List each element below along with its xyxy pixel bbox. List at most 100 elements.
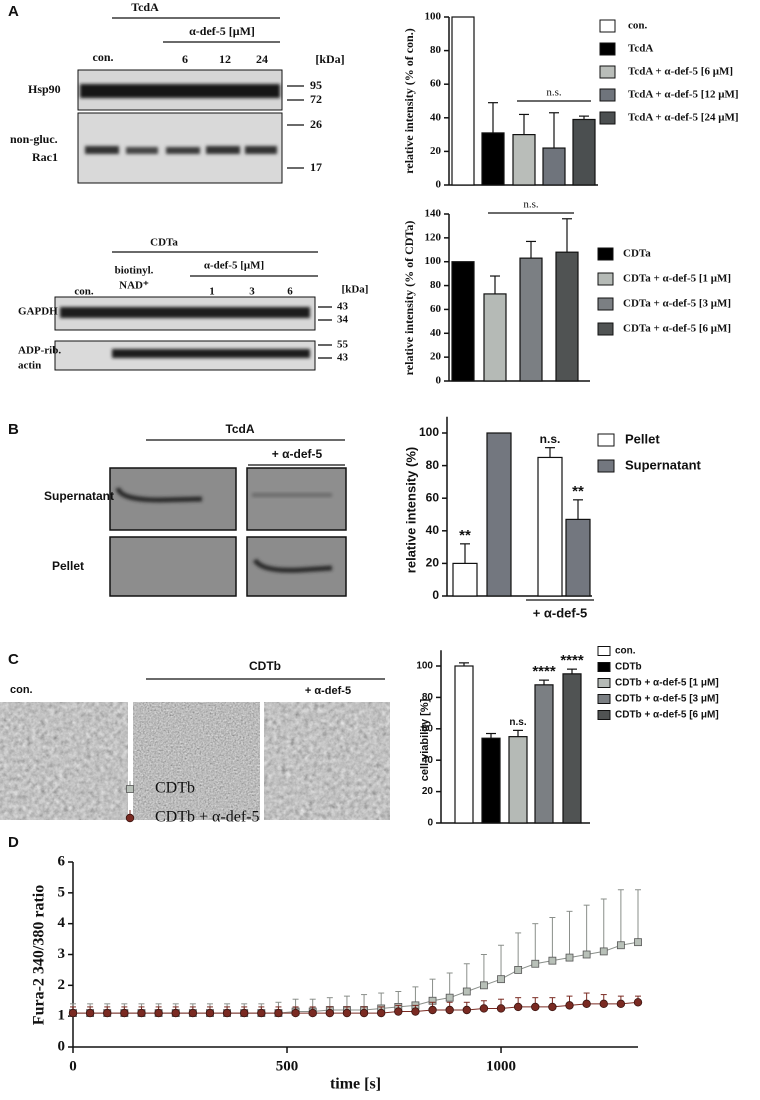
y-axis-label: cell viability [%] [419, 698, 431, 781]
legend-label: TcdA + α-def-5 [12 μM] [628, 89, 739, 101]
row-label: Rac1 [32, 150, 58, 164]
bar [486, 432, 512, 597]
legend-label: CDTa [623, 248, 651, 260]
marker [514, 966, 523, 974]
annotation: n.s. [523, 199, 539, 211]
y-tick-label: 4 [58, 915, 66, 931]
y-tick-label: 5 [58, 884, 66, 900]
legend-marker [125, 813, 135, 823]
y-tick-label: 0 [427, 818, 433, 829]
image-label: con. [10, 684, 33, 696]
bar [534, 684, 554, 824]
y-tick-label: 40 [430, 327, 442, 339]
y-tick-label: 80 [430, 279, 442, 291]
y-tick-label: 100 [419, 425, 439, 439]
marker [565, 1001, 574, 1010]
y-tick-label: 20 [430, 351, 442, 363]
series-line [73, 1001, 639, 1014]
bar [481, 737, 501, 824]
marker [171, 1008, 180, 1018]
bar [508, 736, 528, 824]
lane-label: 6 [287, 286, 293, 298]
lane-label: NAD⁺ [119, 280, 149, 292]
marker [497, 975, 505, 984]
treatment: TcdA [225, 422, 254, 436]
marker [531, 1002, 540, 1012]
y-axis-label: Fura-2 340/380 ratio [31, 885, 48, 1025]
micrograph [0, 702, 128, 820]
marker [616, 999, 626, 1009]
panel-label: A [8, 3, 19, 20]
y-tick-label: 80 [422, 692, 434, 703]
bar [451, 261, 475, 382]
marker [222, 1008, 232, 1018]
treatment: CDTb [249, 659, 281, 673]
annotation: n.s. [540, 432, 561, 446]
marker [103, 1008, 112, 1018]
bar [572, 118, 596, 186]
blot-cdta: CDTa α-def-5 [μM] con. biotinyl. NAD⁺ 1 … [18, 237, 368, 372]
marker [154, 1008, 163, 1018]
marker [548, 1002, 557, 1012]
annotation: ** [459, 527, 471, 544]
y-tick-label: 100 [425, 255, 442, 267]
marker [325, 1008, 335, 1018]
inhibitor: α-def-5 [μM] [189, 24, 255, 38]
y-tick-label: 100 [425, 11, 442, 23]
legend-label: TcdA + α-def-5 [24 μM] [628, 112, 739, 124]
annotation: n.s. [509, 717, 526, 728]
bar [565, 518, 591, 597]
marker-label: 17 [310, 160, 322, 174]
micrograph [133, 702, 260, 820]
band [252, 493, 332, 497]
marker-label: 43 [337, 301, 349, 313]
y-tick-label: 1 [58, 1008, 66, 1024]
legend-swatch [597, 678, 611, 688]
marker [599, 999, 608, 1009]
y-tick-label: 0 [432, 588, 439, 602]
legend-label: CDTa + α-def-5 [1 μM] [623, 273, 731, 285]
marker [308, 1008, 317, 1018]
marker [342, 1008, 352, 1018]
x-tick-label: 500 [276, 1058, 299, 1074]
inhibitor: α-def-5 [μM] [204, 260, 264, 272]
marker [137, 1008, 146, 1018]
bar [555, 251, 579, 382]
legend-label: TcdA [628, 43, 653, 55]
marker [513, 1002, 523, 1012]
annotation: ** [572, 483, 584, 500]
x-tick-label: + α-def-5 [533, 605, 588, 620]
y-tick-label: 80 [430, 44, 442, 56]
marker [462, 1005, 471, 1015]
band [112, 349, 310, 358]
treatment: TcdA [131, 0, 159, 14]
lane-label: 12 [219, 52, 231, 66]
blot [109, 536, 237, 597]
legend-label: Pellet [625, 431, 660, 446]
marker [496, 1004, 506, 1013]
y-axis-label: relative intensity (% of CDTa) [402, 221, 416, 376]
marker [480, 981, 488, 990]
marker [359, 1008, 369, 1018]
marker [634, 938, 642, 947]
marker [188, 1008, 198, 1018]
y-tick-label: 60 [430, 303, 442, 315]
y-tick-label: 40 [426, 523, 440, 537]
legend-label: con. [615, 646, 636, 657]
row-label: ADP-rib. [18, 345, 61, 357]
bar [451, 16, 475, 186]
marker [531, 959, 540, 968]
legend-swatch [597, 694, 611, 704]
band [115, 487, 203, 503]
micrograph [264, 702, 390, 820]
legend-swatch [597, 272, 614, 286]
marker [582, 999, 591, 1009]
legend-label: Supernatant [625, 457, 702, 472]
legend-swatch [599, 19, 616, 33]
legend-swatch [597, 433, 615, 447]
band [60, 307, 310, 318]
legend-swatch [599, 65, 616, 79]
legend-swatch [597, 322, 614, 336]
marker [462, 987, 471, 996]
y-axis-label: relative intensity (%) [403, 447, 418, 573]
